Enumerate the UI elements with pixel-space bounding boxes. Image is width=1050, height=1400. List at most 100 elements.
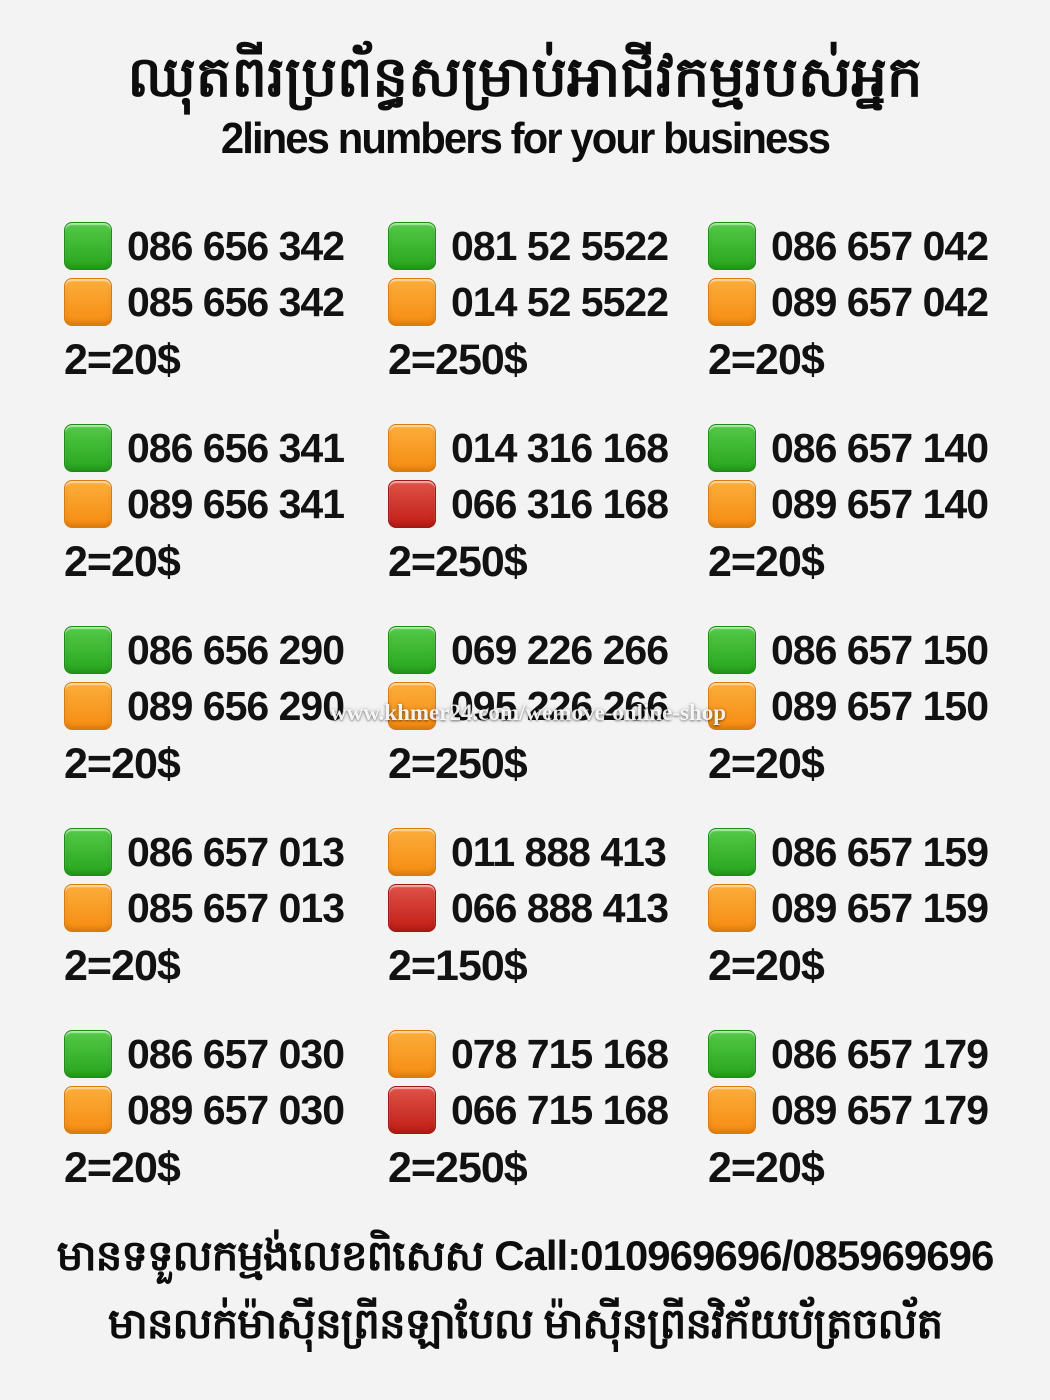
- number-line: 011 888 413: [388, 826, 708, 878]
- sim-color-swatch: [64, 884, 112, 932]
- price-label: 2=250$: [388, 1144, 528, 1192]
- number-pair-cell: 086 657 042 089 657 042 2=20$: [708, 220, 989, 386]
- sim-color-swatch: [708, 480, 756, 528]
- price-label: 2=250$: [388, 336, 528, 384]
- footer: មានទទួលកម្មង់លេខពិសេស Call:010969696/085…: [0, 1222, 1050, 1358]
- sim-color-swatch: [388, 222, 436, 270]
- phone-number: 086 657 013: [127, 828, 345, 875]
- number-line: 086 657 179: [708, 1028, 989, 1080]
- phone-number: 085 657 013: [127, 884, 345, 931]
- price-label: 2=20$: [64, 336, 181, 384]
- sim-color-swatch: [388, 278, 436, 326]
- phone-number: 086 657 042: [771, 222, 989, 269]
- page-subtitle: 2lines numbers for your business: [220, 114, 831, 163]
- number-line: 089 656 290: [64, 680, 388, 732]
- number-pair-cell: 086 657 140 089 657 140 2=20$: [708, 422, 989, 588]
- sim-color-swatch: [708, 278, 756, 326]
- number-pair-cell: 086 657 030 089 657 030 2=20$: [64, 1028, 388, 1194]
- sim-color-swatch: [708, 884, 756, 932]
- number-line: 089 657 159: [708, 882, 989, 934]
- number-pair-cell: 086 656 290 089 656 290 2=20$: [64, 624, 388, 790]
- phone-number: 086 656 341: [127, 424, 345, 471]
- header: ឈុតពីរប្រព័ន្ធសម្រាប់អាជីវកម្មរបស់អ្នក 2…: [0, 42, 1050, 164]
- phone-number: 014 52 5522: [451, 278, 669, 325]
- sim-color-swatch: [64, 1030, 112, 1078]
- sim-color-swatch: [388, 424, 436, 472]
- phone-number: 086 657 159: [771, 828, 989, 875]
- phone-number: 066 888 413: [451, 884, 669, 931]
- number-line: 089 657 150: [708, 680, 989, 732]
- phone-number: 089 656 290: [127, 682, 345, 729]
- number-pair-cell: 086 657 013 085 657 013 2=20$: [64, 826, 388, 992]
- phone-number: 011 888 413: [451, 828, 667, 875]
- sim-color-swatch: [388, 828, 436, 876]
- sim-color-swatch: [388, 1030, 436, 1078]
- number-line: 066 715 168: [388, 1084, 708, 1136]
- phone-number: 086 656 342: [127, 222, 345, 269]
- phone-number: 086 656 290: [127, 626, 345, 673]
- number-line: 069 226 266: [388, 624, 708, 676]
- number-line: 089 657 042: [708, 276, 989, 328]
- price-label: 2=250$: [388, 740, 528, 788]
- sim-color-swatch: [64, 424, 112, 472]
- sim-color-swatch: [388, 626, 436, 674]
- sim-color-swatch: [64, 1086, 112, 1134]
- watermark-text: www.khmer24.com/wemove-online-shop: [330, 700, 727, 725]
- sim-color-swatch: [388, 682, 436, 730]
- number-pair-cell: 086 657 150 089 657 150 2=20$: [708, 624, 989, 790]
- number-line: 086 656 342: [64, 220, 388, 272]
- page-title-khmer: ឈុតពីរប្រព័ន្ធសម្រាប់អាជីវកម្មរបស់អ្នក: [127, 45, 923, 108]
- number-pair-cell: 086 657 159 089 657 159 2=20$: [708, 826, 989, 992]
- sim-color-swatch: [64, 682, 112, 730]
- number-pair-cell: 086 656 341 089 656 341 2=20$: [64, 422, 388, 588]
- phone-number: 066 715 168: [451, 1086, 669, 1133]
- sim-color-swatch: [388, 1086, 436, 1134]
- price-label: 2=20$: [708, 336, 825, 384]
- footer-order-line: មានទទួលកម្មង់លេខពិសេស Call:010969696/085…: [56, 1232, 995, 1279]
- number-line: 085 656 342: [64, 276, 388, 328]
- number-line: 085 657 013: [64, 882, 388, 934]
- number-line: 014 52 5522: [388, 276, 708, 328]
- sim-color-swatch: [64, 828, 112, 876]
- price-label: 2=20$: [64, 1144, 181, 1192]
- phone-number: 081 52 5522: [451, 222, 669, 269]
- price-label: 2=150$: [388, 942, 528, 990]
- phone-number: 089 657 042: [771, 278, 989, 325]
- sim-color-swatch: [708, 626, 756, 674]
- phone-number: 095 226 266: [451, 682, 669, 729]
- phone-number: 086 657 140: [771, 424, 989, 471]
- number-line: 089 656 341: [64, 478, 388, 530]
- phone-number: 089 657 140: [771, 480, 989, 527]
- number-line: 078 715 168: [388, 1028, 708, 1080]
- phone-number: 086 657 150: [771, 626, 989, 673]
- price-label: 2=20$: [708, 942, 825, 990]
- phone-number: 086 657 030: [127, 1030, 345, 1077]
- number-pair-cell: 086 657 179 089 657 179 2=20$: [708, 1028, 989, 1194]
- phone-number: 089 657 179: [771, 1086, 989, 1133]
- sim-color-swatch: [64, 222, 112, 270]
- price-label: 2=20$: [64, 942, 181, 990]
- number-line: 095 226 266: [388, 680, 708, 732]
- phone-number: 086 657 179: [771, 1030, 989, 1077]
- number-line: 081 52 5522: [388, 220, 708, 272]
- phone-number: 089 657 159: [771, 884, 989, 931]
- number-line: 066 316 168: [388, 478, 708, 530]
- number-line: 086 656 290: [64, 624, 388, 676]
- sim-color-swatch: [708, 682, 756, 730]
- phone-number: 066 316 168: [451, 480, 669, 527]
- sim-color-swatch: [388, 480, 436, 528]
- number-pair-cell: 069 226 266 095 226 266 2=250$: [388, 624, 708, 790]
- number-line: 089 657 140: [708, 478, 989, 530]
- number-pair-cell: 014 316 168 066 316 168 2=250$: [388, 422, 708, 588]
- sim-color-swatch: [388, 884, 436, 932]
- price-label: 2=250$: [388, 538, 528, 586]
- phone-number: 089 657 150: [771, 682, 989, 729]
- price-label: 2=20$: [708, 740, 825, 788]
- sim-color-swatch: [708, 424, 756, 472]
- sim-color-swatch: [708, 828, 756, 876]
- number-line: 086 657 013: [64, 826, 388, 878]
- number-pair-cell: 081 52 5522 014 52 5522 2=250$: [388, 220, 708, 386]
- sim-color-swatch: [64, 626, 112, 674]
- phone-number: 089 656 341: [127, 480, 345, 527]
